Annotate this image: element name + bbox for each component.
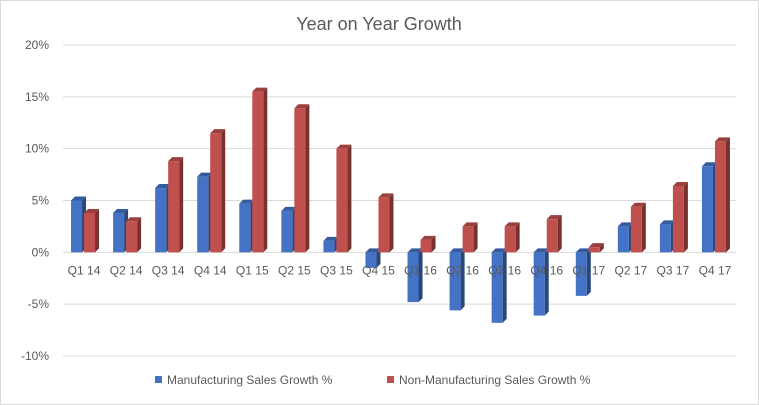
bar-manufacturing (449, 248, 465, 311)
bar-non-manufacturing (504, 222, 520, 253)
bar-non-manufacturing (378, 193, 394, 253)
legend-item: Manufacturing Sales Growth % (155, 373, 333, 387)
bar-non-manufacturing (126, 217, 142, 253)
legend-label: Non-Manufacturing Sales Growth % (399, 373, 591, 387)
bar-manufacturing (71, 196, 87, 253)
x-tick-label: Q3 14 (152, 263, 185, 277)
bar-non-manufacturing (672, 181, 688, 253)
bar-manufacturing (365, 248, 381, 268)
y-axis-ticks: -10% -5% 0% 5% 10% 15% 20% (21, 38, 49, 363)
x-tick-label: Q1 14 (68, 263, 101, 277)
x-tick-label: Q2 15 (278, 263, 311, 277)
x-tick-label: Q1 15 (236, 263, 269, 277)
legend: Manufacturing Sales Growth % Non-Manufact… (155, 373, 591, 387)
bar-manufacturing (617, 222, 633, 253)
x-tick-label: Q1 17 (572, 263, 605, 277)
bar-non-manufacturing (714, 137, 730, 253)
bar-non-manufacturing (546, 215, 562, 253)
legend-swatch (155, 376, 162, 383)
legend-swatch (387, 376, 394, 383)
y-tick-label: 20% (25, 38, 49, 52)
x-tick-label: Q3 17 (657, 263, 690, 277)
x-tick-label: Q4 16 (530, 263, 563, 277)
x-tick-label: Q4 15 (362, 263, 395, 277)
x-axis-ticks: Q1 14 Q2 14 Q3 14 Q4 14 Q1 15 Q2 15 Q3 15 Q4 15… (68, 263, 732, 277)
bar-manufacturing (701, 162, 717, 253)
bar-manufacturing (281, 206, 297, 253)
chart-title: Year on Year Growth (296, 14, 461, 34)
legend-label: Manufacturing Sales Growth % (167, 373, 333, 387)
bar-non-manufacturing (588, 243, 604, 253)
y-tick-label: 0% (32, 245, 50, 259)
bar-non-manufacturing (630, 202, 646, 253)
bar-non-manufacturing (420, 235, 436, 253)
x-tick-label: Q2 14 (110, 263, 143, 277)
bar-non-manufacturing (210, 129, 226, 253)
x-tick-label: Q2 16 (446, 263, 479, 277)
x-tick-label: Q4 14 (194, 263, 227, 277)
x-tick-label: Q4 17 (699, 263, 732, 277)
bar-manufacturing (323, 236, 339, 253)
bar-non-manufacturing (252, 87, 268, 253)
y-tick-label: -10% (21, 349, 49, 363)
x-tick-label: Q3 15 (320, 263, 353, 277)
bar-non-manufacturing (168, 157, 184, 253)
x-tick-label: Q2 17 (614, 263, 647, 277)
bar-non-manufacturing (84, 208, 100, 253)
bar-manufacturing (575, 248, 591, 296)
y-tick-label: -5% (28, 297, 50, 311)
bar-manufacturing (239, 199, 255, 253)
bar-manufacturing (113, 208, 129, 253)
y-tick-label: 5% (32, 194, 50, 208)
bar-manufacturing (155, 184, 171, 253)
bar-manufacturing (533, 248, 549, 316)
legend-item: Non-Manufacturing Sales Growth % (387, 373, 591, 387)
bar-manufacturing (197, 172, 213, 253)
x-tick-label: Q1 16 (404, 263, 437, 277)
bar-non-manufacturing (336, 144, 352, 253)
x-tick-label: Q3 16 (488, 263, 521, 277)
bar-non-manufacturing (462, 222, 478, 253)
bar-manufacturing (407, 248, 423, 303)
y-tick-label: 15% (25, 90, 49, 104)
bars (71, 87, 730, 323)
bar-manufacturing (659, 220, 675, 253)
y-tick-label: 10% (25, 142, 49, 156)
bar-manufacturing (491, 248, 507, 323)
bar-non-manufacturing (294, 104, 310, 253)
